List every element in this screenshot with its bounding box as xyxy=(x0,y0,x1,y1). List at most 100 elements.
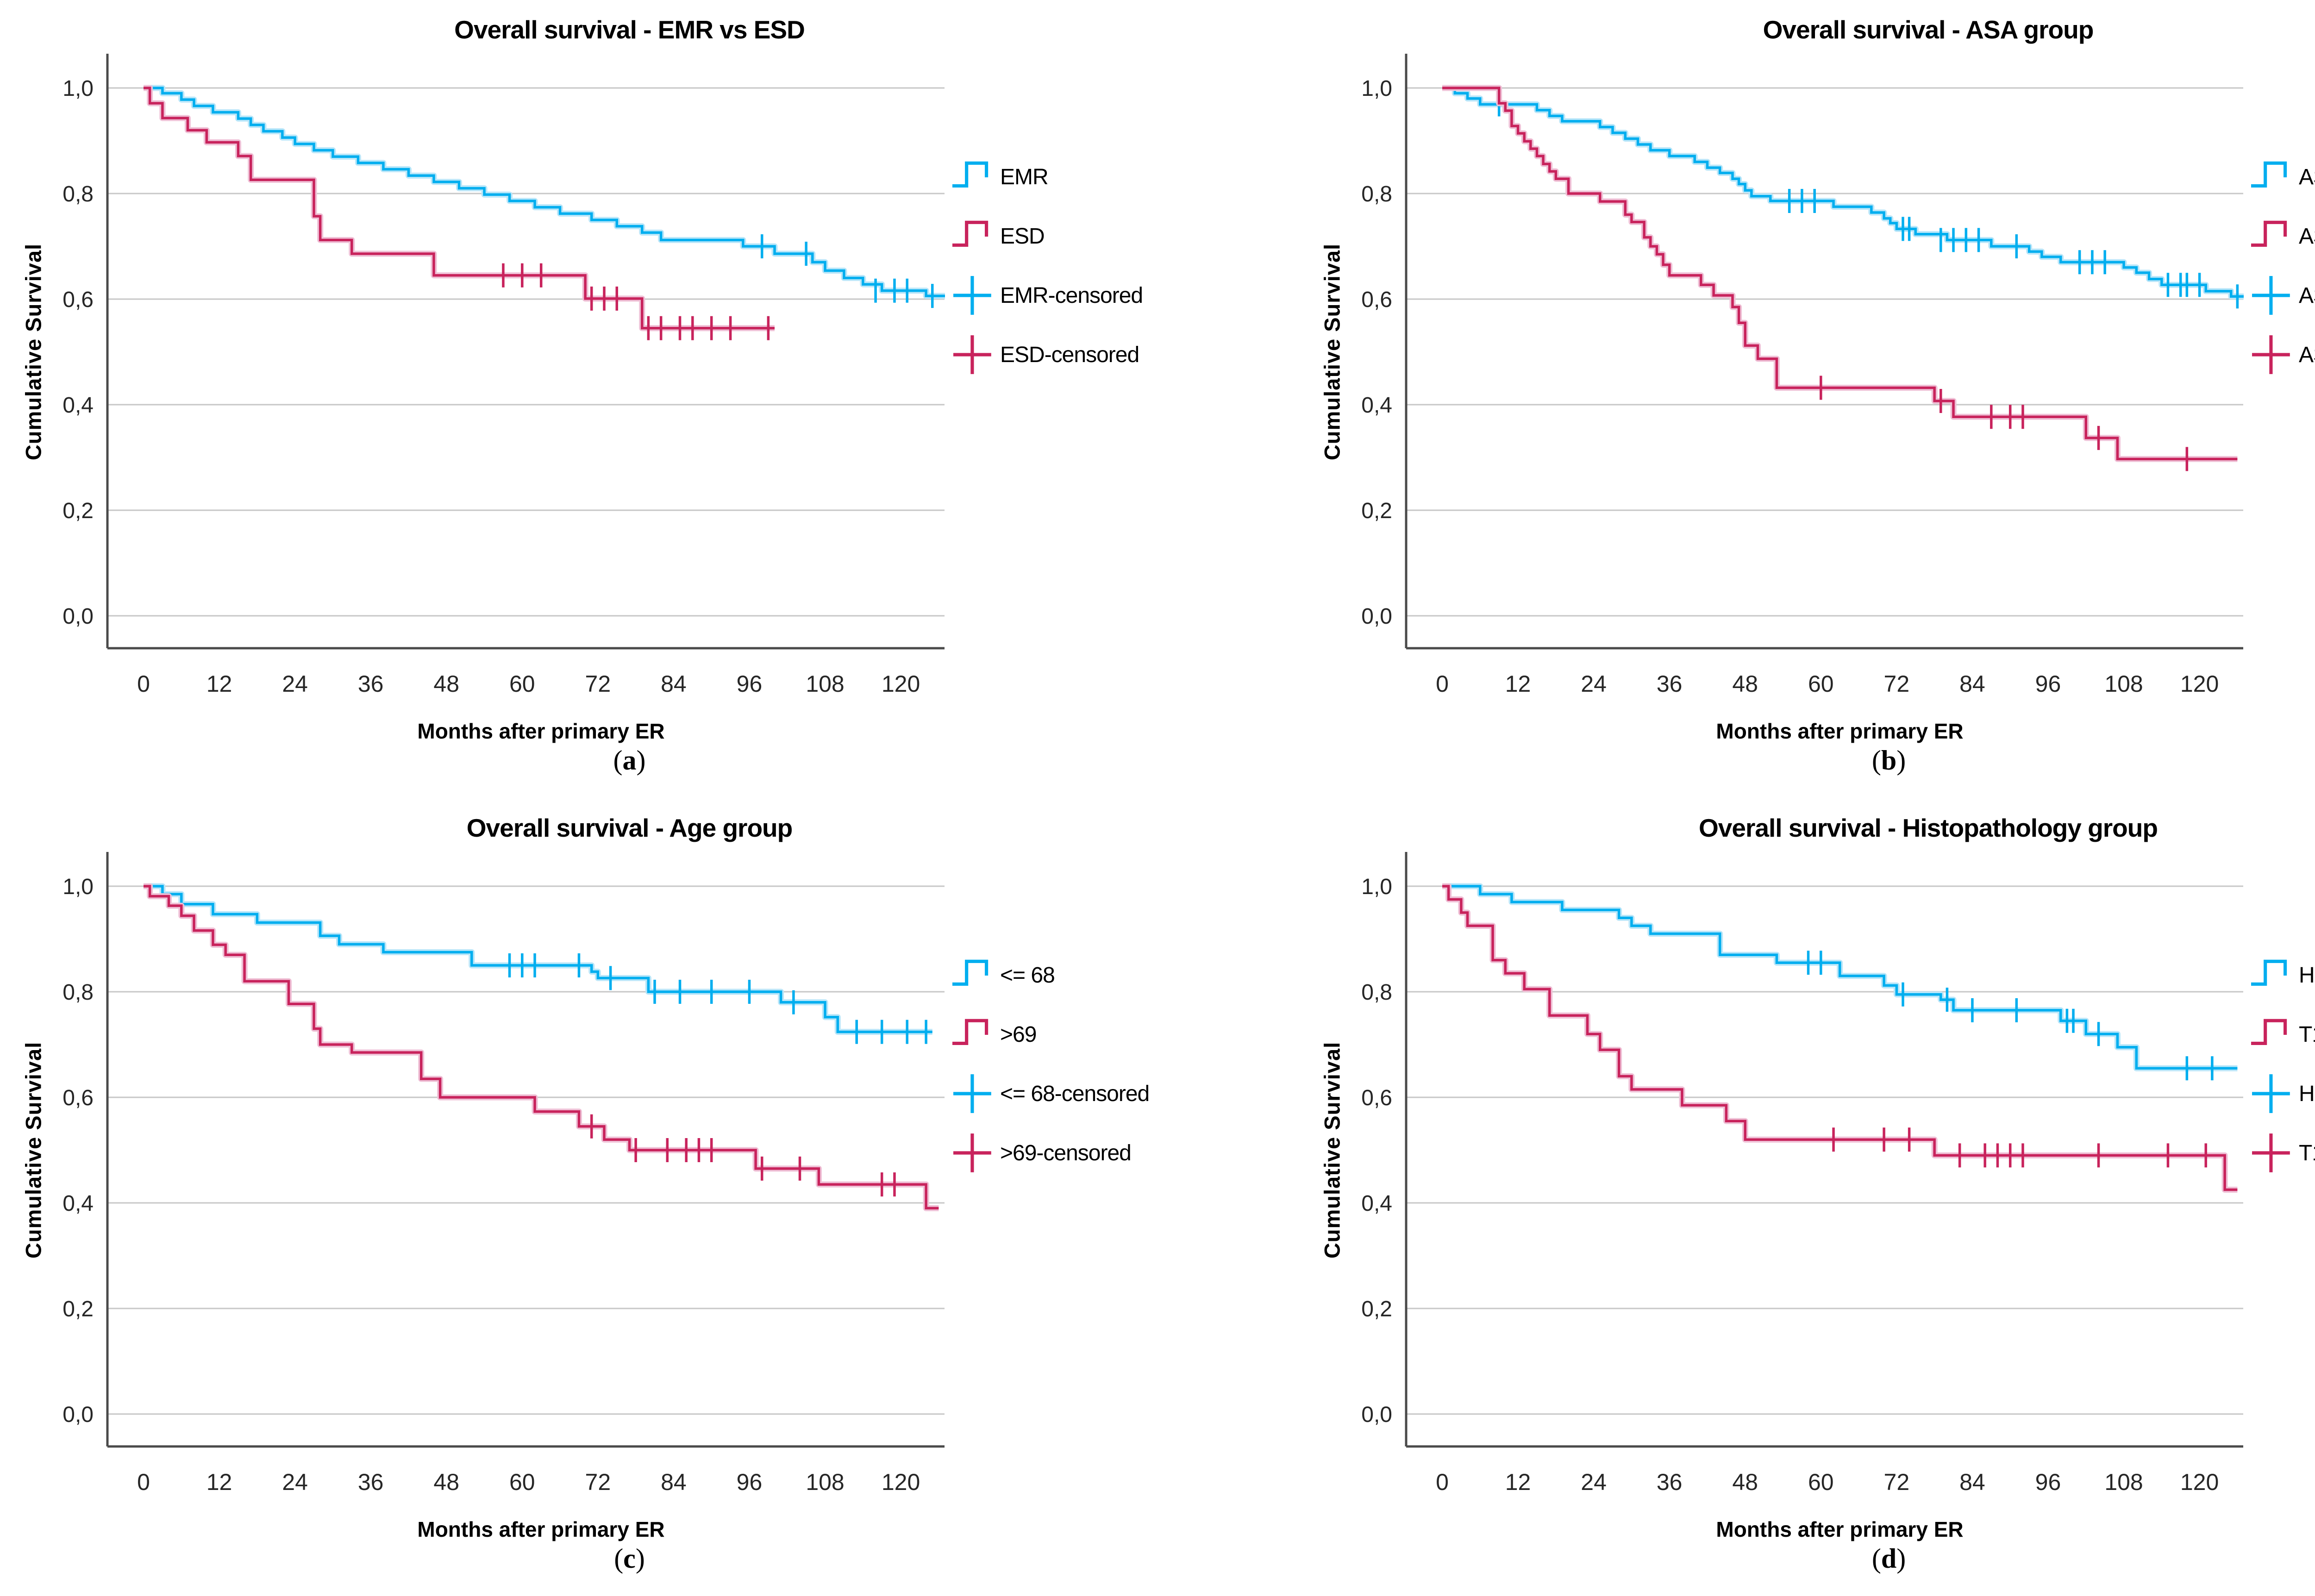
legend-label: <= 68-censored xyxy=(1000,1081,1150,1106)
y-tick-label: 0,4 xyxy=(1361,1191,1392,1216)
x-tick-label: 108 xyxy=(2104,1469,2143,1495)
km-plot-b: 1,0 0,8 0,6 0,4 0,2 0,0 0 12 24 36 48 60 72 84 96 108 12… xyxy=(1361,54,2244,697)
x-tick-label: 0 xyxy=(137,671,150,697)
y-tick-label: 0,8 xyxy=(63,182,94,207)
x-tick-label: 24 xyxy=(1581,671,1607,697)
x-tick-label: 72 xyxy=(1884,671,1910,697)
chart-title: Overall survival - ASA group xyxy=(1763,15,2094,44)
step-line-icon xyxy=(2251,1019,2287,1045)
km-plot-c: 1,0 0,8 0,6 0,4 0,2 0,0 0 12 24 36 48 60 72 84 96 108 12… xyxy=(63,852,945,1495)
step-line-icon xyxy=(2251,220,2287,247)
legend-label: ESD xyxy=(1000,224,1045,249)
y-tick-label: 0,6 xyxy=(1361,1086,1392,1110)
x-tick-label: 24 xyxy=(282,1469,308,1495)
km-curve-hgd-or-less xyxy=(1442,885,2238,1070)
legend-label: ASA 1-2 xyxy=(2299,164,2315,189)
legend-entry: ASA 1-2 xyxy=(2249,147,2315,207)
legend-label: <= 68 xyxy=(1000,963,1055,988)
censor-plus-icon xyxy=(953,335,991,374)
censor-plus-icon xyxy=(2252,335,2290,374)
x-tick-label: 60 xyxy=(1808,671,1834,697)
km-curve-halo xyxy=(144,883,939,1211)
x-axis-label: Months after primary ER xyxy=(417,719,665,743)
x-tick-label: 0 xyxy=(1436,1469,1449,1495)
x-tick-label: 48 xyxy=(433,671,459,697)
legend-entry: T1 or worse-censored xyxy=(2249,1123,2315,1183)
legend-entry: HGD or less xyxy=(2249,945,2315,1005)
y-tick-label: 1,0 xyxy=(63,875,94,899)
x-tick-label: 48 xyxy=(1732,671,1758,697)
legend-label: HGD or less-censored xyxy=(2299,1081,2315,1106)
step-line-icon xyxy=(2251,161,2287,188)
legend-entry: ESD xyxy=(950,207,1143,266)
x-tick-label: 12 xyxy=(206,1469,232,1495)
x-tick-label: 12 xyxy=(1505,671,1531,697)
x-axis-label: Months after primary ER xyxy=(1716,1517,1964,1541)
x-tick-label: 36 xyxy=(358,1469,384,1495)
survival-chart-histopathology-group: 1,0 0,8 0,6 0,4 0,2 0,0 0 12 24 36 48 60 72 84 96 108 12… xyxy=(1259,798,2315,1596)
y-axis-label: Cumulative Survival xyxy=(21,1041,46,1259)
x-tick-label: 60 xyxy=(1808,1469,1834,1495)
legend-entry: EMR-censored xyxy=(950,266,1143,325)
x-tick-label: 60 xyxy=(509,671,535,697)
x-tick-label: 120 xyxy=(882,671,920,697)
x-tick-label: 96 xyxy=(2035,671,2061,697)
y-tick-label: 0,8 xyxy=(1361,980,1392,1005)
km-plot-d: 1,0 0,8 0,6 0,4 0,2 0,0 0 12 24 36 48 60 72 84 96 108 12… xyxy=(1361,852,2243,1495)
y-tick-label: 0,6 xyxy=(63,1086,94,1110)
km-curve--69 xyxy=(144,885,939,1210)
survival-chart-emr-vs-esd: 1,0 0,8 0,6 0,4 0,2 0,0 0 12 24 36 48 60 72 84 96 108 12… xyxy=(0,0,1259,798)
x-tick-label: 120 xyxy=(2180,671,2219,697)
y-tick-label: 0,2 xyxy=(63,1297,94,1321)
x-tick-label: 24 xyxy=(1581,1469,1607,1495)
y-tick-label: 0,0 xyxy=(1361,604,1392,629)
x-tick-label: 24 xyxy=(282,671,308,697)
legend-entry: ASA 3-4 xyxy=(2249,207,2315,266)
y-tick-label: 0,8 xyxy=(63,980,94,1005)
x-tick-label: 12 xyxy=(1505,1469,1531,1495)
subfigure-caption: (c) xyxy=(614,1543,645,1574)
legend-label: ASA 1-2 -censored xyxy=(2299,283,2315,308)
km-curve-asa-1-2 xyxy=(1442,87,2244,298)
x-tick-label: 0 xyxy=(137,1469,150,1495)
y-axis-label: Cumulative Survival xyxy=(1320,1041,1345,1259)
x-tick-label: 48 xyxy=(433,1469,459,1495)
x-tick-label: 36 xyxy=(1657,671,1683,697)
km-curve-t1-or-worse xyxy=(1442,885,2238,1191)
x-tick-label: 120 xyxy=(2180,1469,2219,1495)
x-tick-label: 36 xyxy=(1657,1469,1683,1495)
y-tick-label: 0,0 xyxy=(63,604,94,629)
km-curve-emr xyxy=(144,87,945,297)
legend-label: ASA 3-4 xyxy=(2299,224,2315,249)
x-tick-label: 108 xyxy=(806,671,844,697)
x-axis-label: Months after primary ER xyxy=(417,1517,665,1541)
y-tick-label: 0,0 xyxy=(63,1402,94,1427)
legend-entry: <= 68 xyxy=(950,945,1149,1005)
km-plot-a: 1,0 0,8 0,6 0,4 0,2 0,0 0 12 24 36 48 60 72 84 96 108 12… xyxy=(63,54,945,697)
legend-label: ASA 3-4 -censored xyxy=(2299,342,2315,367)
y-axis-label: Cumulative Survival xyxy=(1320,243,1345,461)
x-tick-label: 96 xyxy=(737,671,763,697)
legend-entry: ASA 3-4 -censored xyxy=(2249,325,2315,384)
y-tick-label: 1,0 xyxy=(63,76,94,101)
legend-entry: HGD or less-censored xyxy=(2249,1064,2315,1123)
legend: <= 68 >69 <= 68-censored >69-censored xyxy=(950,945,1150,1183)
legend-label: >69 xyxy=(1000,1022,1037,1047)
step-line-icon xyxy=(952,1019,989,1045)
survival-chart-age-group: 1,0 0,8 0,6 0,4 0,2 0,0 0 12 24 36 48 60 72 84 96 108 12… xyxy=(0,798,1259,1596)
x-tick-label: 72 xyxy=(585,1469,611,1495)
x-tick-label: 84 xyxy=(661,671,687,697)
x-tick-label: 72 xyxy=(1884,1469,1910,1495)
x-tick-label: 96 xyxy=(2035,1469,2061,1495)
censor-plus-icon xyxy=(2252,276,2290,315)
censor-plus-icon xyxy=(953,1133,991,1172)
legend-label: T1 or worse xyxy=(2299,1022,2315,1047)
km-curve-halo xyxy=(1442,85,2238,462)
x-tick-label: 108 xyxy=(806,1469,844,1495)
legend-label: EMR-censored xyxy=(1000,283,1143,308)
legend-label: ESD-censored xyxy=(1000,342,1139,367)
x-axis-label: Months after primary ER xyxy=(1716,719,1964,743)
step-line-icon xyxy=(952,220,989,247)
y-tick-label: 0,6 xyxy=(63,288,94,312)
x-tick-label: 84 xyxy=(661,1469,687,1495)
